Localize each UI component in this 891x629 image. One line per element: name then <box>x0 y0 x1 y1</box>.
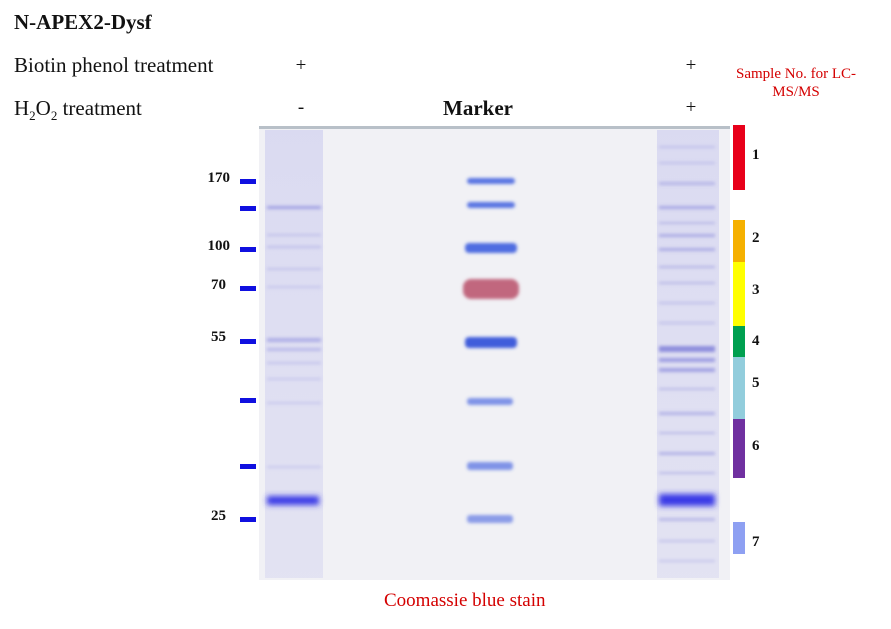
marker-band-70 <box>463 279 519 299</box>
h2o2-lane3-sign: + <box>685 97 697 118</box>
lane-3-band <box>659 472 715 474</box>
h2o2-rest: treatment <box>57 96 142 120</box>
sample-number-title: Sample No. for LC-MS/MS <box>736 66 856 100</box>
marker-band-35 <box>467 462 513 470</box>
figure-title: N-APEX2-Dysf <box>14 10 152 34</box>
lane-1-band <box>267 286 321 288</box>
mw-label-25: 25 <box>211 508 226 524</box>
sample-segment-6 <box>733 419 745 478</box>
h2o2-lane1-sign: - <box>297 97 305 118</box>
sample-label-3: 3 <box>752 282 760 298</box>
h2o2-o: O <box>35 96 51 120</box>
marker-band-170 <box>467 178 515 184</box>
lane-3-smear <box>657 130 719 578</box>
lane-3-band <box>659 282 715 284</box>
lane-1-smear <box>265 130 323 578</box>
lane-3-band <box>659 540 715 542</box>
lane-3-band <box>659 518 715 521</box>
lane-3-band <box>659 358 715 362</box>
sample-label-7: 7 <box>752 534 760 550</box>
sample-label-6: 6 <box>752 438 760 454</box>
sample-segment-2 <box>733 220 745 262</box>
lane-3-band <box>659 322 715 324</box>
lane-1-band <box>267 466 321 468</box>
mw-label-100: 100 <box>207 238 231 254</box>
marker-band-100 <box>465 243 517 253</box>
stain-caption: Coomassie blue stain <box>384 590 546 611</box>
marker-band-25 <box>467 515 513 523</box>
lane-3-band <box>659 302 715 304</box>
marker-title: Marker <box>443 96 513 120</box>
h2o2-sub1: 2 <box>29 108 36 124</box>
h2o2-h: H <box>14 96 30 120</box>
lane-3-band <box>659 206 715 209</box>
sample-label-4: 4 <box>752 333 760 349</box>
marker-band-55 <box>465 337 517 348</box>
lane-3 <box>657 130 719 578</box>
lane-3-band <box>659 222 715 224</box>
mw-tick-130 <box>240 206 256 211</box>
mw-tick-40 <box>240 398 256 403</box>
lane-1-band <box>267 338 321 342</box>
marker-band-130 <box>467 202 515 208</box>
sample-label-2: 2 <box>752 230 760 246</box>
lane-1-band <box>267 362 321 364</box>
gel-background <box>259 126 730 580</box>
lane-1-band <box>267 348 321 351</box>
mw-tick-170 <box>240 179 256 184</box>
sample-segment-1 <box>733 125 745 190</box>
marker-band-40 <box>467 398 513 405</box>
mw-label-170: 170 <box>207 170 231 186</box>
lane-3-band <box>659 248 715 251</box>
biotin-lane3-sign: + <box>685 55 697 76</box>
lane-1-band <box>267 206 321 209</box>
lane-3-band <box>659 146 715 148</box>
lane-1-band <box>267 246 321 248</box>
sample-segment-7 <box>733 522 745 554</box>
lane-3-band-25kda <box>659 494 715 506</box>
lane-3-band <box>659 452 715 455</box>
lane-3-band <box>659 432 715 434</box>
sample-label-5: 5 <box>752 375 760 391</box>
lane-3-band <box>659 182 715 185</box>
coomassie-gel-image <box>259 126 730 580</box>
lane-3-band <box>659 162 715 164</box>
lane-3-band <box>659 560 715 562</box>
lane-1-band <box>267 268 321 270</box>
lane-3-band <box>659 234 715 237</box>
h2o2-sub2: 2 <box>50 108 58 124</box>
sample-label-1: 1 <box>752 147 760 163</box>
mw-tick-25 <box>240 517 256 522</box>
sample-segment-5 <box>733 357 745 419</box>
marker-lane <box>463 178 519 523</box>
lane-1-band <box>267 378 321 380</box>
biotin-lane1-sign: + <box>295 55 307 76</box>
lane-1-band <box>267 402 321 404</box>
lane-3-band <box>659 412 715 415</box>
mw-label-70: 70 <box>211 277 226 293</box>
h2o2-label: H2O2 treatment <box>14 96 142 124</box>
mw-tick-55 <box>240 339 256 344</box>
mw-label-55: 55 <box>211 329 226 345</box>
gel-top-edge <box>259 126 730 129</box>
lane-3-band <box>659 346 715 352</box>
sample-segment-4 <box>733 326 745 357</box>
lane-3-band <box>659 388 715 390</box>
lane-3-band <box>659 368 715 372</box>
lane-1 <box>265 130 323 578</box>
biotin-phenol-label: Biotin phenol treatment <box>14 53 214 77</box>
lane-1-band-25kda <box>267 496 319 505</box>
mw-tick-70 <box>240 286 256 291</box>
sample-segment-3 <box>733 262 745 326</box>
lane-1-band <box>267 234 321 236</box>
lane-3-band <box>659 266 715 268</box>
mw-tick-100 <box>240 247 256 252</box>
mw-tick-35 <box>240 464 256 469</box>
